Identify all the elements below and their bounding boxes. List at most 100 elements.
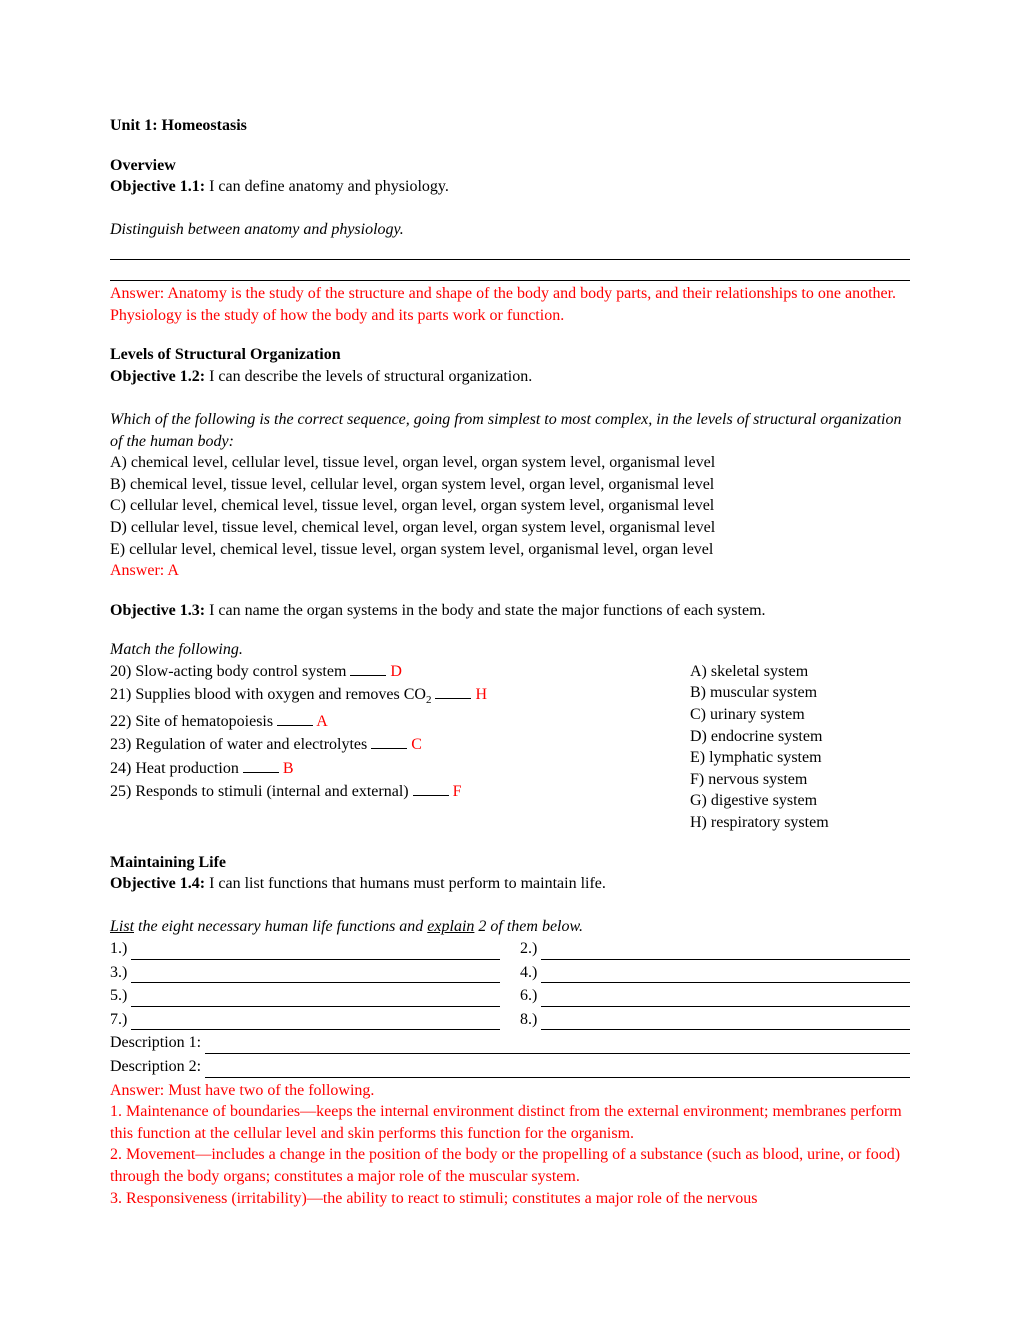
matching-section: Match the following. 20) Slow-acting bod… xyxy=(110,639,910,833)
blank-line xyxy=(205,1039,910,1054)
prompt-post: 2 of them below. xyxy=(474,918,583,935)
maintaining-section: Maintaining Life Objective 1.4: I can li… xyxy=(110,852,910,1210)
match-num: 24) xyxy=(110,760,131,777)
blank-line xyxy=(131,968,500,983)
matching-container: 20) Slow-acting body control system D 21… xyxy=(110,661,910,834)
match-num: 21) xyxy=(110,686,131,703)
life-num: 1.) xyxy=(110,938,127,960)
life-cell: 1.) xyxy=(110,938,500,960)
objective-1-1: Objective 1.1: I can define anatomy and … xyxy=(110,176,910,198)
objective-label: Objective 1.3: xyxy=(110,602,205,619)
match-option: A) skeletal system xyxy=(690,661,910,683)
blank-line xyxy=(277,711,313,726)
maintaining-answer-1: 1. Maintenance of boundaries—keeps the i… xyxy=(110,1101,910,1144)
answer-label: Answer: xyxy=(110,285,167,302)
blank-line xyxy=(131,1015,500,1030)
blank-line xyxy=(131,992,500,1007)
objective-label: Objective 1.4: xyxy=(110,875,205,892)
match-answer: C xyxy=(411,736,422,753)
option-e: E) cellular level, chemical level, tissu… xyxy=(110,539,910,561)
life-num: 5.) xyxy=(110,985,127,1007)
life-cell: 8.) xyxy=(520,1009,910,1031)
match-option: G) digestive system xyxy=(690,790,910,812)
maintaining-answer-3: 3. Responsiveness (irritability)—the abi… xyxy=(110,1188,910,1210)
blank-line xyxy=(243,758,279,773)
desc-label: Description 1: xyxy=(110,1032,201,1054)
life-functions-grid: 1.) 2.) 3.) 4.) 5.) 6.) 7.) 8.) xyxy=(110,938,910,1032)
blank-line xyxy=(205,1063,910,1078)
match-row-23: 23) Regulation of water and electrolytes… xyxy=(110,734,630,756)
match-text: Heat production xyxy=(131,760,243,777)
match-answer: D xyxy=(390,663,402,680)
blank-line xyxy=(350,661,386,676)
maintaining-answer-2: 2. Movement—includes a change in the pos… xyxy=(110,1144,910,1187)
match-answer: H xyxy=(475,686,487,703)
match-answer: B xyxy=(283,760,294,777)
match-num: 23) xyxy=(110,736,131,753)
match-answer: F xyxy=(453,783,462,800)
overview-answer: Answer: Anatomy is the study of the stru… xyxy=(110,283,910,326)
prompt-list: List xyxy=(110,918,134,935)
match-answer: A xyxy=(316,713,328,730)
match-num: 22) xyxy=(110,713,131,730)
match-option: H) respiratory system xyxy=(690,812,910,834)
life-num: 3.) xyxy=(110,962,127,984)
match-text: Supplies blood with oxygen and removes C… xyxy=(131,686,426,703)
blank-line xyxy=(413,781,449,796)
objective-label: Objective 1.2: xyxy=(110,368,205,385)
matching-prompt: Match the following. xyxy=(110,639,910,661)
levels-heading: Levels of Structural Organization xyxy=(110,344,910,366)
match-text: Responds to stimuli (internal and extern… xyxy=(131,783,412,800)
answer-text: Anatomy is the study of the structure an… xyxy=(110,285,896,324)
match-row-22: 22) Site of hematopoiesis A xyxy=(110,711,630,733)
match-option: D) endocrine system xyxy=(690,726,910,748)
match-num: 25) xyxy=(110,783,131,800)
prompt-mid: the eight necessary human life functions… xyxy=(134,918,427,935)
match-row-24: 24) Heat production B xyxy=(110,758,630,780)
answer-blank-line xyxy=(110,241,910,260)
description-2-row: Description 2: xyxy=(110,1056,910,1078)
match-option: F) nervous system xyxy=(690,769,910,791)
matching-options: A) skeletal system B) muscular system C)… xyxy=(690,661,910,834)
life-num: 7.) xyxy=(110,1009,127,1031)
blank-line xyxy=(541,992,910,1007)
objective-text: I can list functions that humans must pe… xyxy=(205,875,606,892)
life-num: 6.) xyxy=(520,985,537,1007)
life-num: 2.) xyxy=(520,938,537,960)
levels-answer: Answer: A xyxy=(110,560,910,582)
life-cell: 5.) xyxy=(110,985,500,1007)
life-cell: 6.) xyxy=(520,985,910,1007)
objective-label: Objective 1.1: xyxy=(110,178,205,195)
title-text: Unit 1: Homeostasis xyxy=(110,117,247,134)
life-cell: 3.) xyxy=(110,962,500,984)
prompt-explain: explain xyxy=(427,918,474,935)
objective-1-4: Objective 1.4: I can list functions that… xyxy=(110,873,910,895)
life-num: 8.) xyxy=(520,1009,537,1031)
maintaining-prompt: List the eight necessary human life func… xyxy=(110,916,910,938)
match-row-25: 25) Responds to stimuli (internal and ex… xyxy=(110,781,630,803)
life-cell: 2.) xyxy=(520,938,910,960)
match-option: C) urinary system xyxy=(690,704,910,726)
matching-questions: 20) Slow-acting body control system D 21… xyxy=(110,661,630,834)
objective-text: I can name the organ systems in the body… xyxy=(205,602,765,619)
overview-heading: Overview xyxy=(110,155,910,177)
maintaining-heading: Maintaining Life xyxy=(110,852,910,874)
blank-line xyxy=(541,1015,910,1030)
objective-1-2: Objective 1.2: I can describe the levels… xyxy=(110,366,910,388)
desc-label: Description 2: xyxy=(110,1056,201,1078)
levels-section: Levels of Structural Organization Object… xyxy=(110,344,910,582)
match-row-21: 21) Supplies blood with oxygen and remov… xyxy=(110,684,630,708)
objective-text: I can describe the levels of structural … xyxy=(205,368,532,385)
blank-line xyxy=(131,945,500,960)
description-1-row: Description 1: xyxy=(110,1032,910,1054)
objective-text: I can define anatomy and physiology. xyxy=(205,178,449,195)
overview-prompt: Distinguish between anatomy and physiolo… xyxy=(110,219,910,241)
overview-section: Overview Objective 1.1: I can define ana… xyxy=(110,155,910,327)
match-text: Site of hematopoiesis xyxy=(131,713,277,730)
unit-title: Unit 1: Homeostasis xyxy=(110,115,910,137)
objective-1-3-section: Objective 1.3: I can name the organ syst… xyxy=(110,600,910,622)
match-option: B) muscular system xyxy=(690,682,910,704)
document-page: Unit 1: Homeostasis Overview Objective 1… xyxy=(0,0,1020,1320)
match-text: Regulation of water and electrolytes xyxy=(131,736,371,753)
blank-line xyxy=(541,945,910,960)
